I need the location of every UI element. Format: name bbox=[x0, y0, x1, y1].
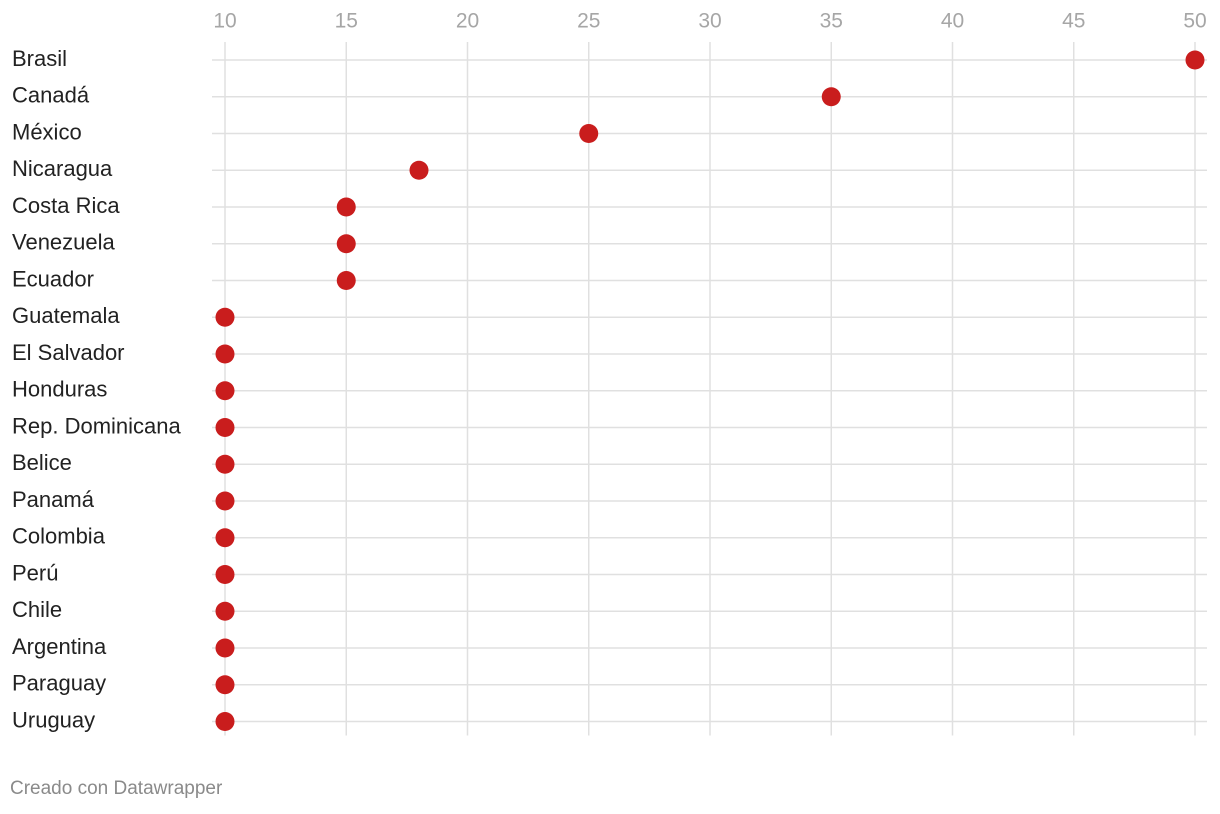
dot bbox=[579, 124, 599, 143]
category-label: Colombia bbox=[12, 524, 106, 549]
x-tick-label: 45 bbox=[1062, 10, 1085, 33]
category-label: Costa Rica bbox=[12, 193, 120, 218]
dot bbox=[215, 344, 235, 364]
category-label: Nicaragua bbox=[12, 156, 113, 181]
category-label: Brasil bbox=[12, 46, 67, 71]
dot bbox=[215, 381, 235, 401]
dot bbox=[215, 491, 235, 511]
x-tick-label: 30 bbox=[698, 10, 721, 33]
category-label: Honduras bbox=[12, 377, 107, 402]
dot bbox=[215, 565, 235, 584]
dot bbox=[821, 87, 841, 107]
x-tick-label: 15 bbox=[335, 10, 358, 33]
category-label: Perú bbox=[12, 560, 58, 585]
category-label: Rep. Dominicana bbox=[12, 413, 182, 438]
category-label: Canadá bbox=[12, 83, 90, 108]
x-tick-label: 40 bbox=[941, 10, 964, 33]
dot bbox=[215, 454, 235, 474]
category-label: Chile bbox=[12, 597, 62, 622]
source-note: Creado con Datawrapper bbox=[10, 778, 223, 799]
category-label: Ecuador bbox=[12, 266, 94, 291]
category-label: Venezuela bbox=[12, 230, 116, 255]
category-label: México bbox=[12, 119, 82, 144]
x-tick-label: 10 bbox=[213, 10, 236, 33]
x-tick-label: 25 bbox=[577, 10, 600, 33]
category-label: Belice bbox=[12, 450, 72, 475]
dot bbox=[336, 234, 356, 254]
dot bbox=[215, 307, 235, 327]
category-label: Argentina bbox=[12, 634, 107, 659]
x-tick-label: 20 bbox=[456, 10, 479, 33]
dot bbox=[1185, 50, 1205, 70]
dot bbox=[215, 418, 235, 437]
dot bbox=[215, 528, 235, 548]
dot bbox=[336, 271, 356, 290]
x-tick-label: 35 bbox=[820, 10, 843, 33]
dot bbox=[215, 675, 235, 695]
category-label: Uruguay bbox=[12, 707, 95, 732]
dot bbox=[215, 601, 235, 621]
dot bbox=[336, 197, 356, 217]
dot bbox=[409, 160, 429, 180]
category-label: El Salvador bbox=[12, 340, 125, 365]
category-label: Guatemala bbox=[12, 303, 120, 328]
dot bbox=[215, 638, 235, 658]
category-label: Panamá bbox=[12, 487, 95, 512]
category-label: Paraguay bbox=[12, 671, 106, 696]
dot bbox=[215, 712, 235, 731]
x-tick-label: 50 bbox=[1183, 10, 1206, 33]
